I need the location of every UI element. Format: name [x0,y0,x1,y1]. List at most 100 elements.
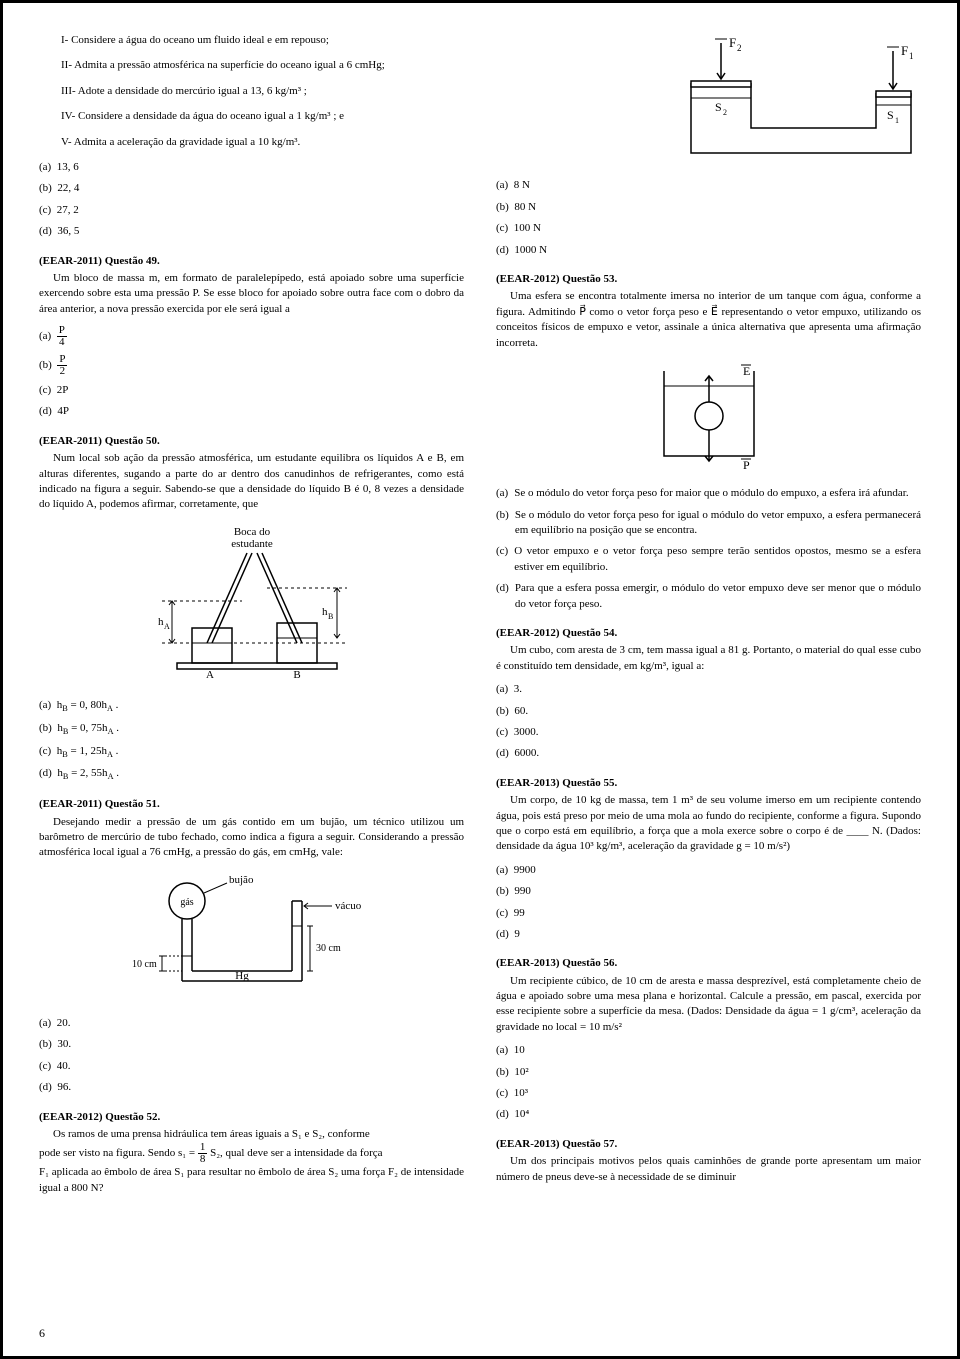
q54-opt-c: (c) 3000. [496,725,921,740]
q52-title: (EEAR-2012) Questão 52. [39,1110,464,1125]
q50-hB-sub: B [328,612,333,621]
left-column: I- Considere a água do oceano um fluido … [39,33,464,1196]
q51-options: (a) 20. (b) 30. (c) 40. (d) 96. [39,1016,464,1096]
q51-svg: gás bujão vácuo [132,871,372,1001]
press-S2-sub: 2 [723,108,727,117]
press-figure: F 2 F 1 S 2 S 1 [496,33,921,168]
two-column-layout: I- Considere a água do oceano um fluido … [39,33,921,1196]
q50-figure: Boca do estudante [39,523,464,688]
q55-opt-c: (c) 99 [496,906,921,921]
q52-body-line1: Os ramos de uma prensa hidráulica tem ár… [39,1127,464,1142]
q50-svg: Boca do estudante [152,523,352,683]
q51-opt-c: (c) 40. [39,1059,464,1074]
page: I- Considere a água do oceano um fluido … [0,0,960,1359]
assumption-IV: IV- Considere a densidade da água do oce… [61,109,464,124]
q52-body-line2: pode ser visto na figura. Sendo s₁ = 18 … [39,1142,464,1165]
q54-opt-d: (d) 6000. [496,746,921,761]
q50-boca-label2: estudante [231,538,273,550]
q51-opt-b: (b) 30. [39,1037,464,1052]
q50-A: A [206,669,214,681]
q51-10cm: 10 cm [132,959,157,970]
q51-figure: gás bujão vácuo [39,871,464,1006]
press-S2: S [715,100,722,114]
q53-c: O vetor empuxo e o vetor força peso semp… [514,544,921,575]
intro-opt-a-val: 13, 6 [57,161,79,173]
right-column: F 2 F 1 S 2 S 1 (a) 8 N (b) 80 N [496,33,921,1196]
press-S1-sub: 1 [895,116,899,125]
q53-title: (EEAR-2012) Questão 53. [496,272,921,287]
intro-opt-d: (d) 36, 5 [39,224,464,239]
press-F2: F [729,35,736,50]
assumption-II: II- Admita a pressão atmosférica na supe… [61,58,464,73]
q55-title: (EEAR-2013) Questão 55. [496,776,921,791]
q50-boca-label: Boca do [233,526,270,538]
q53-opt-b: (b)Se o módulo do vetor força peso for i… [496,508,921,539]
press-svg: F 2 F 1 S 2 S 1 [681,33,921,163]
q49-a-den: 4 [57,337,67,348]
q55-d: 9 [514,928,520,940]
assumption-V: V- Admita a aceleração da gravidade igua… [61,135,464,150]
q57-title: (EEAR-2013) Questão 57. [496,1137,921,1152]
assumption-III: III- Adote a densidade do mercúrio igual… [61,84,464,99]
q53-svg: E P [649,361,769,471]
press-a: 8 N [514,179,530,191]
press-F1-sub: 1 [909,51,914,61]
assumption-II-text: Admita a pressão atmosférica na superfíc… [74,59,385,71]
q51-opt-a: (a) 20. [39,1016,464,1031]
intro-opt-d-val: 36, 5 [57,225,79,237]
q53-opt-d: (d)Para que a esfera possa emergir, o mó… [496,581,921,612]
q51-vacuo: vácuo [335,900,362,912]
q56-opt-c: (c) 10³ [496,1086,921,1101]
assumption-III-text: Adote a densidade do mercúrio igual a 13… [78,85,307,97]
q54-opt-b: (b) 60. [496,704,921,719]
q49-opt-c: (c) 2P [39,383,464,398]
intro-opt-b: (b) 22, 4 [39,181,464,196]
q56-opt-b: (b) 10² [496,1065,921,1080]
q50-hA-sub: A [164,622,170,631]
q50-opt-a: (a) hB = 0, 80hA . [39,698,464,715]
q55-c: 99 [514,907,525,919]
q49-options: (a) P4 (b) P2 (c) 2P (d) 4P [39,325,464,420]
q54-body: Um cubo, com aresta de 3 cm, tem massa i… [496,643,921,674]
q50-body: Num local sob ação da pressão atmosféric… [39,451,464,513]
q52-body-line3: F₁ aplicada ao êmbolo de área S₁ para re… [39,1165,464,1196]
assumption-V-text: Admita a aceleração da gravidade igual a… [74,136,301,148]
intro-opt-b-val: 22, 4 [57,182,79,194]
q55-body: Um corpo, de 10 kg de massa, tem 1 m³ de… [496,793,921,855]
q57-body: Um dos principais motivos pelos quais ca… [496,1154,921,1185]
q52-b2b: S₂, qual deve ser a intensidade da força [210,1147,382,1159]
q54-d: 6000. [514,747,539,759]
assumption-I-text: Considere a água do oceano um fluido ide… [71,34,329,46]
q55-a: 9900 [514,864,536,876]
page-number: 6 [39,1325,45,1342]
q54-options: (a) 3. (b) 60. (c) 3000. (d) 6000. [496,682,921,762]
q51-a: 20. [57,1017,71,1029]
q51-title: (EEAR-2011) Questão 51. [39,797,464,812]
q49-body: Um bloco de massa m, em formato de paral… [39,271,464,317]
q54-b: 60. [514,705,528,717]
q51-b: 30. [57,1038,71,1050]
q56-d: 10⁴ [514,1108,529,1120]
q56-c: 10³ [514,1087,528,1099]
q49-opt-a: (a) P4 [39,325,464,348]
q56-title: (EEAR-2013) Questão 56. [496,956,921,971]
q52-b2a: pode ser visto na figura. Sendo s₁ = [39,1147,198,1159]
q55-options: (a) 9900 (b) 990 (c) 99 (d) 9 [496,863,921,943]
q53-E: E [743,364,750,378]
q56-body: Um recipiente cúbico, de 10 cm de aresta… [496,974,921,1036]
intro-opt-c: (c) 27, 2 [39,203,464,218]
assumption-IV-text: Considere a densidade da água do oceano … [78,110,344,122]
assumption-I: I- Considere a água do oceano um fluido … [61,33,464,48]
q53-opt-a: (a)Se o módulo do vetor força peso for m… [496,486,921,501]
q49-b-den: 2 [57,366,67,377]
q51-gas: gás [180,897,193,908]
press-c: 100 N [514,222,541,234]
q53-figure: E P [496,361,921,476]
q50-B: B [293,669,300,681]
q51-body: Desejando medir a pressão de um gás cont… [39,815,464,861]
q53-a: Se o módulo do vetor força peso for maio… [514,486,908,501]
q54-a: 3. [514,683,522,695]
q53-b: Se o módulo do vetor força peso for igua… [515,508,921,539]
q50-title: (EEAR-2011) Questão 50. [39,434,464,449]
q51-c: 40. [57,1060,71,1072]
